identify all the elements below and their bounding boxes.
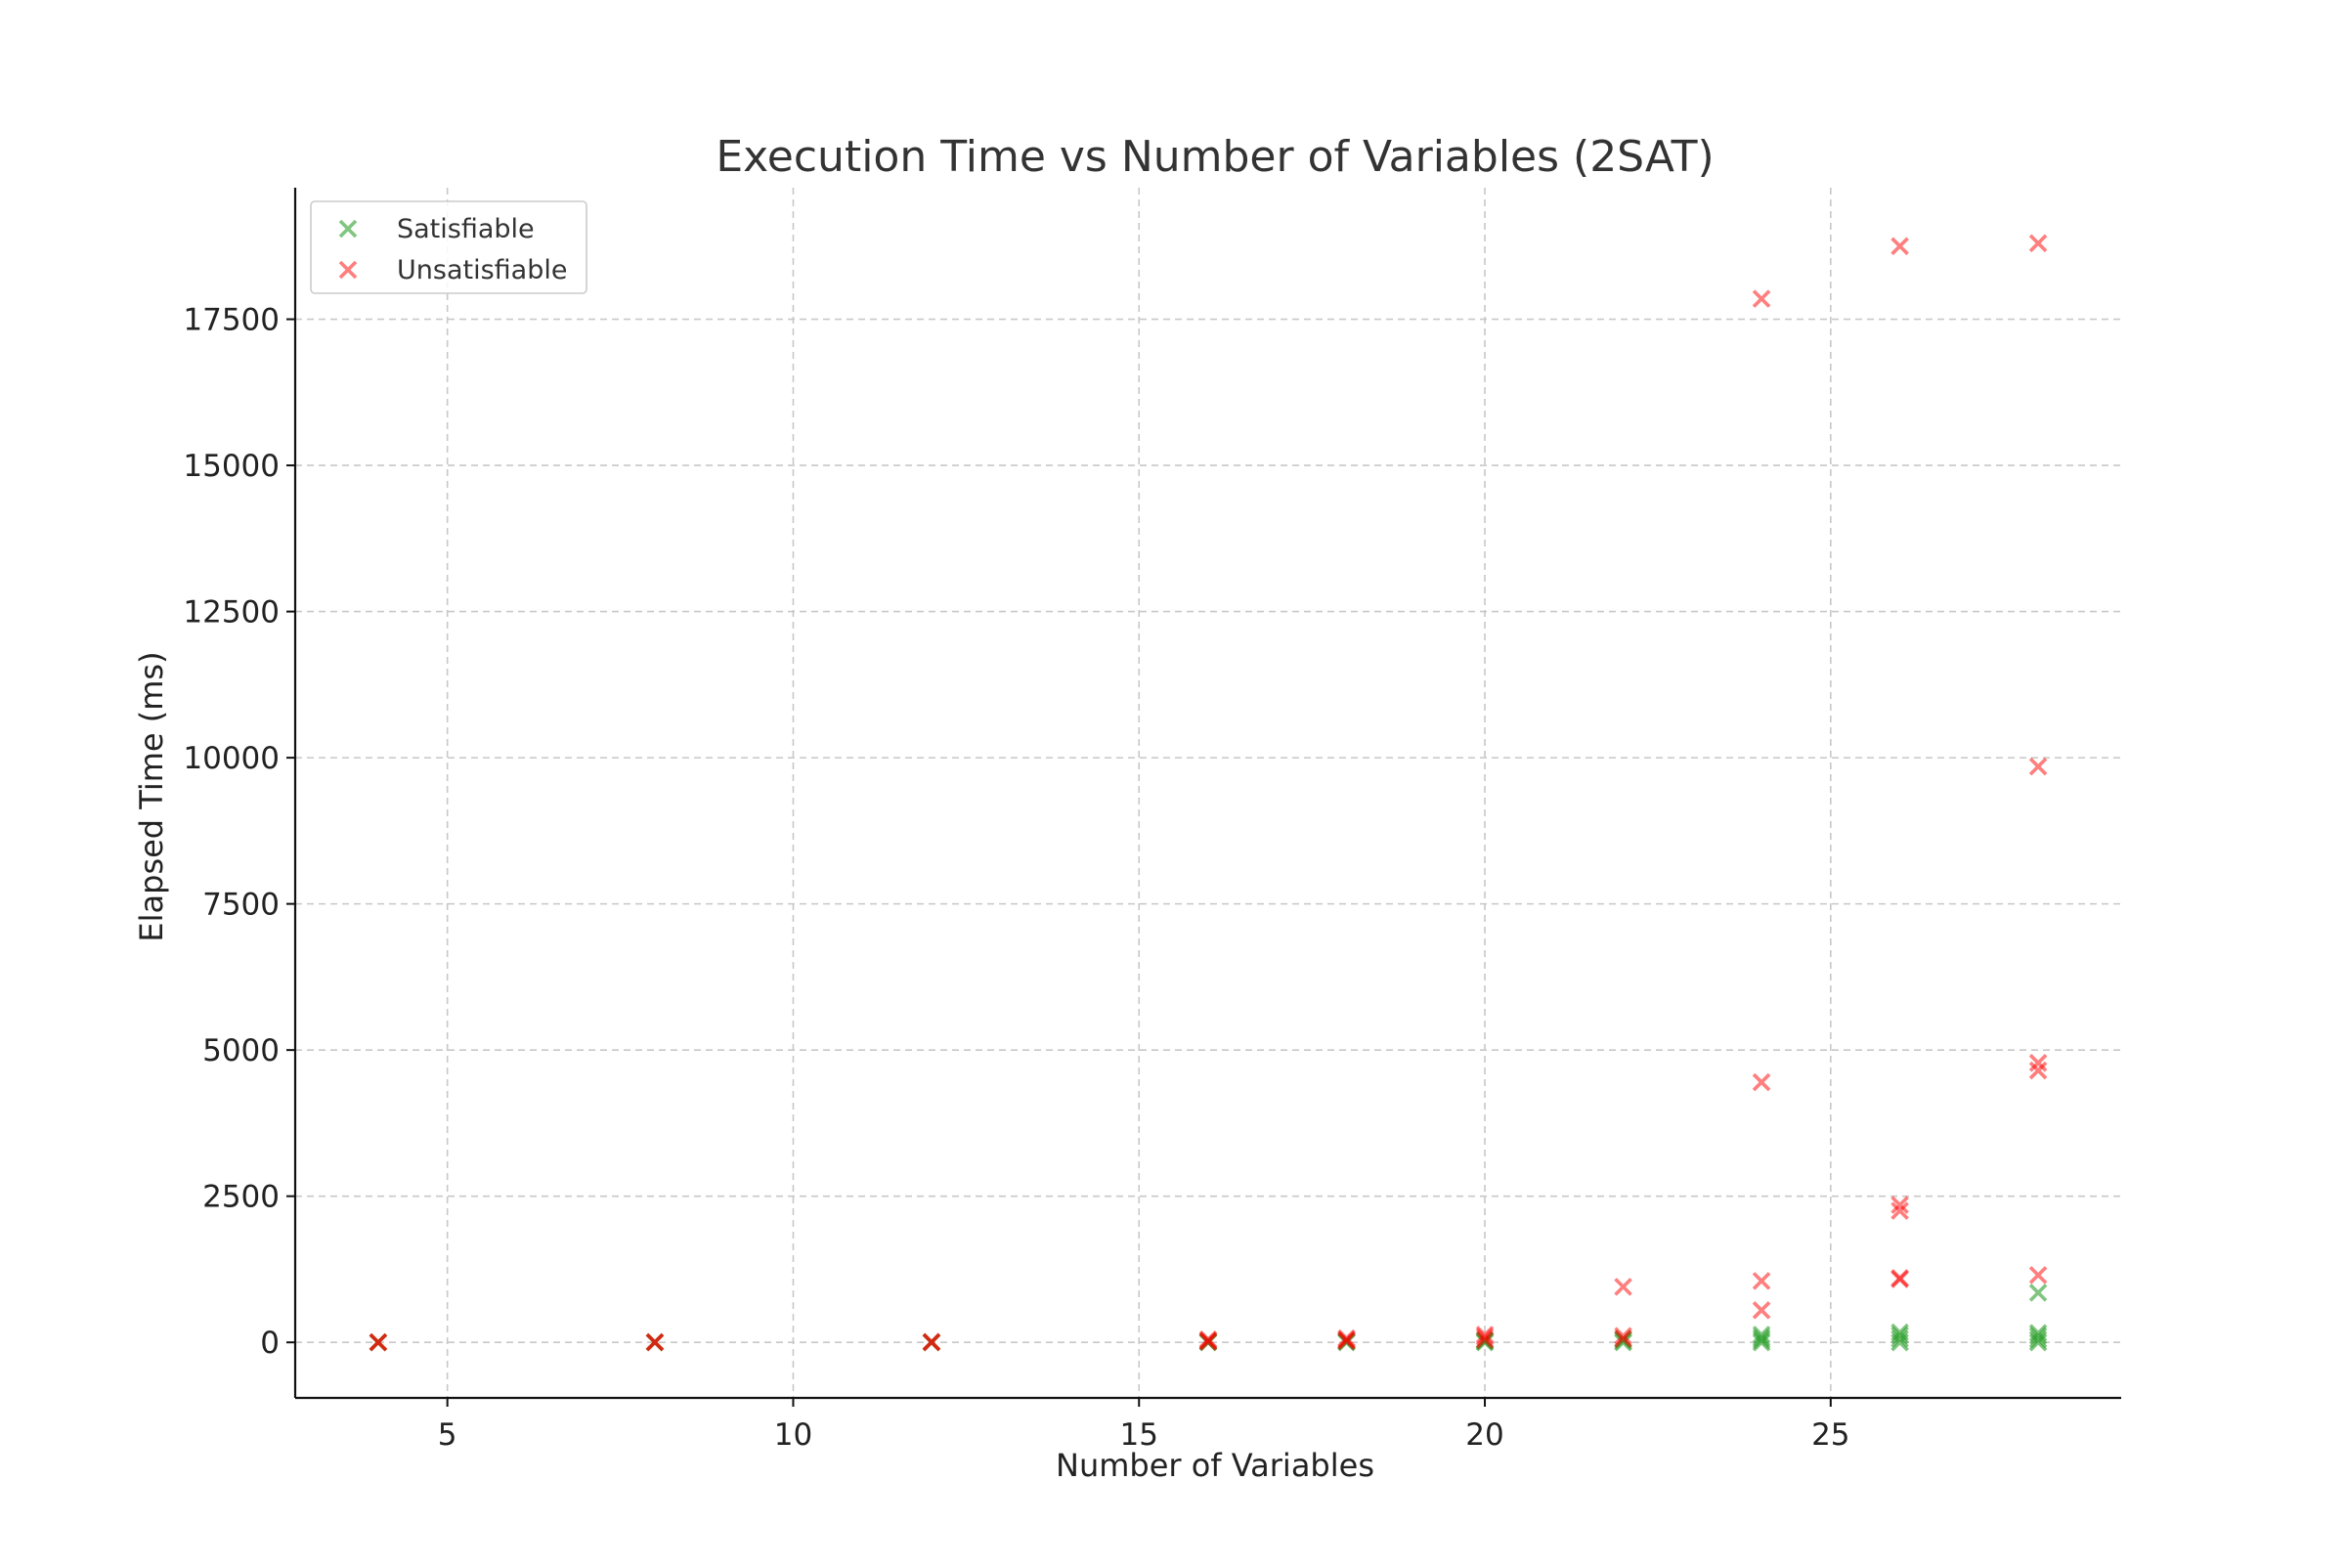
data-point (1337, 1328, 1356, 1348)
data-point (1890, 1326, 1909, 1345)
data-point (645, 1332, 665, 1352)
data-point (1614, 1278, 1632, 1296)
legend: Satisfiable Unsatisfiable (310, 200, 587, 294)
data-point (1475, 1330, 1495, 1350)
data-point (1752, 1272, 1771, 1290)
x-tick-label: 5 (438, 1417, 457, 1453)
data-point (2028, 757, 2048, 776)
data-point (1614, 1329, 1632, 1348)
data-point (2028, 1061, 2048, 1080)
data-point (1752, 1301, 1771, 1320)
y-tick-label: 12500 (183, 595, 280, 631)
data-point (1752, 1072, 1771, 1092)
data-point (1475, 1326, 1495, 1344)
x-tick-label: 15 (1120, 1417, 1158, 1453)
data-point (1890, 1329, 1909, 1348)
data-point (2028, 234, 2048, 253)
y-tick-label: 2500 (202, 1180, 280, 1215)
data-point (1890, 1269, 1909, 1287)
y-tick-label: 7500 (202, 888, 280, 923)
series-unsatisfiable (369, 234, 2048, 1352)
data-point (1890, 1196, 1909, 1214)
gridlines (295, 188, 2121, 1398)
legend-marker (338, 260, 358, 280)
legend-label: Satisfiable (397, 214, 535, 244)
data-point (2028, 1266, 2048, 1285)
data-point (1752, 1326, 1771, 1344)
data-point (1752, 289, 1771, 308)
data-point (1752, 1328, 1771, 1347)
data-point (2028, 1284, 2048, 1302)
data-point (1890, 1201, 1909, 1220)
x-tick-label: 20 (1465, 1417, 1503, 1453)
x-axis-title: Number of Variables (1056, 1447, 1374, 1484)
data-point (2028, 1329, 2048, 1349)
data-point (2028, 1327, 2048, 1345)
data-point (922, 1332, 941, 1351)
axes: 5 10 15 20 25 0 2500 5000 7500 10000 12500 15000 175… (183, 188, 2121, 1453)
y-tick-label: 17500 (183, 303, 280, 338)
y-tick-label: 5000 (202, 1033, 280, 1068)
data-point (2028, 1054, 2048, 1072)
data-point (1198, 1329, 1218, 1349)
y-axis-title: Elapsed Time (ms) (133, 651, 170, 941)
data-point (1614, 1327, 1632, 1345)
y-tick-label: 0 (260, 1326, 280, 1361)
legend-marker (338, 219, 358, 239)
data-points (369, 234, 2048, 1352)
legend-box (310, 200, 587, 294)
legend-label: Unsatisfiable (397, 255, 567, 285)
data-point (369, 1332, 388, 1352)
x-tick-label: 25 (1811, 1417, 1849, 1453)
data-point (2028, 1324, 2048, 1342)
chart-title: Execution Time vs Number of Variables (2… (716, 132, 1714, 182)
data-point (1890, 237, 1909, 256)
x-tick-label: 10 (774, 1417, 812, 1453)
y-tick-label: 15000 (183, 449, 280, 484)
data-point (1890, 1323, 1909, 1342)
y-tick-label: 10000 (183, 741, 280, 776)
